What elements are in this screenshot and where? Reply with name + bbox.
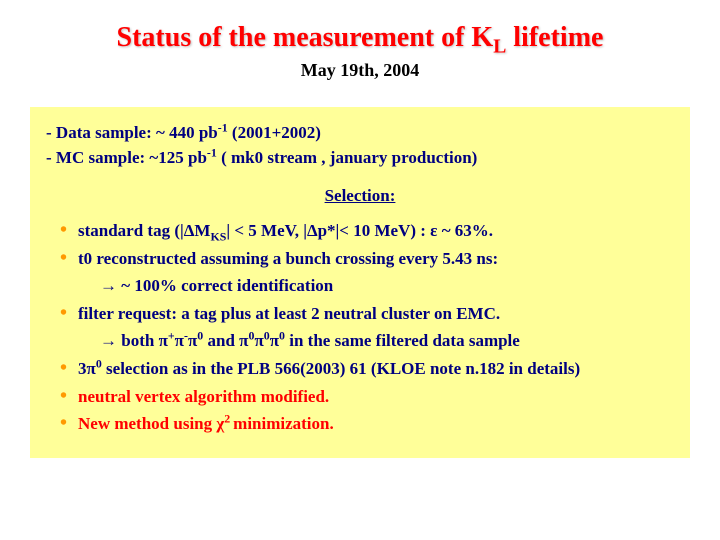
bullet-list: standard tag (|ΔMKS| < 5 MeV, |Δp*|< 10 … xyxy=(46,219,674,271)
list-item: standard tag (|ΔMKS| < 5 MeV, |Δp*|< 10 … xyxy=(60,219,674,244)
slide-title: Status of the measurement of KL lifetime xyxy=(30,22,690,54)
bullet-list: 3π0 selection as in the PLB 566(2003) 61… xyxy=(46,357,674,437)
slide-date: May 19th, 2004 xyxy=(30,60,690,81)
text: selection as in the PLB 566(2003) 61 (KL… xyxy=(102,359,580,378)
intro-lines: - Data sample: ~ 440 pb-1 (2001+2002) - … xyxy=(46,121,674,170)
text: 3π xyxy=(78,359,96,378)
text: standard tag (|ΔM xyxy=(78,221,210,240)
text: - Data sample: ~ 440 pb xyxy=(46,123,218,142)
text: | < 5 MeV, |Δp*|< 10 MeV) : ε ~ 63%. xyxy=(226,221,493,240)
bullet-list: filter request: a tag plus at least 2 ne… xyxy=(46,302,674,327)
title-subscript: L xyxy=(493,37,506,58)
superscript: -1 xyxy=(218,120,228,134)
sub-line: → both π+π-π0 and π0π0π0 in the same fil… xyxy=(46,329,674,354)
text: in the same filtered data sample xyxy=(285,331,520,350)
text: ( mk0 stream , january production) xyxy=(217,148,478,167)
subscript: KS xyxy=(210,229,226,243)
superscript: + xyxy=(168,329,175,343)
list-item: 3π0 selection as in the PLB 566(2003) 61… xyxy=(60,357,674,382)
data-sample-line: - Data sample: ~ 440 pb-1 (2001+2002) xyxy=(46,121,674,146)
text: π xyxy=(175,331,184,350)
list-item: filter request: a tag plus at least 2 ne… xyxy=(60,302,674,327)
superscript: 2 xyxy=(224,412,233,426)
text: (2001+2002) xyxy=(228,123,321,142)
sub-line: → ~ 100% correct identification xyxy=(46,274,674,299)
text: and π xyxy=(203,331,248,350)
mc-sample-line: - MC sample: ~125 pb-1 ( mk0 stream , ja… xyxy=(46,146,674,171)
list-item: t0 reconstructed assuming a bunch crossi… xyxy=(60,247,674,272)
text: minimization. xyxy=(233,414,334,433)
text: → both π xyxy=(100,331,168,350)
content-box: - Data sample: ~ 440 pb-1 (2001+2002) - … xyxy=(30,107,690,458)
slide: Status of the measurement of KL lifetime… xyxy=(0,0,720,540)
text: New method using χ xyxy=(78,414,224,433)
title-text-post: lifetime xyxy=(506,22,603,53)
text: π xyxy=(270,331,279,350)
list-item-highlight: neutral vertex algorithm modified. xyxy=(60,385,674,410)
selection-heading: Selection: xyxy=(46,184,674,209)
text: π xyxy=(188,331,197,350)
text: - MC sample: ~125 pb xyxy=(46,148,207,167)
list-item-highlight: New method using χ2 minimization. xyxy=(60,412,674,437)
title-text-pre: Status of the measurement of K xyxy=(117,22,494,53)
superscript: -1 xyxy=(207,145,217,159)
text: π xyxy=(254,331,263,350)
